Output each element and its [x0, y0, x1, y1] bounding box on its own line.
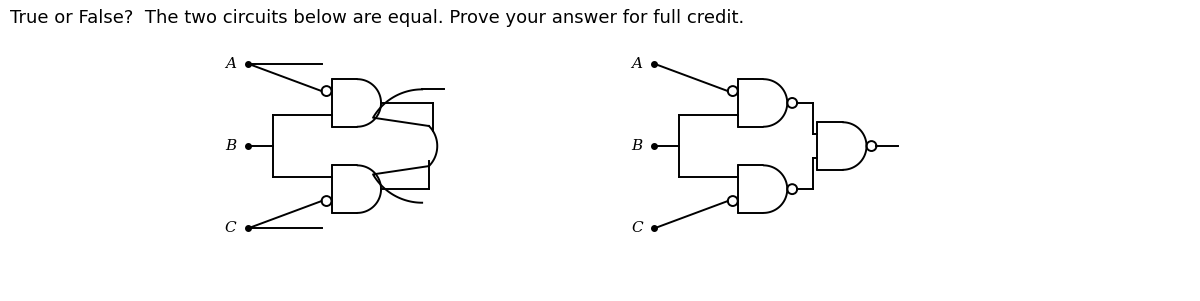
Text: A: A: [631, 57, 643, 71]
Text: C: C: [631, 221, 643, 235]
Text: True or False?  The two circuits below are equal. Prove your answer for full cre: True or False? The two circuits below ar…: [11, 9, 745, 27]
Text: B: B: [631, 139, 643, 153]
Text: A: A: [226, 57, 236, 71]
Text: C: C: [224, 221, 236, 235]
Text: B: B: [226, 139, 236, 153]
